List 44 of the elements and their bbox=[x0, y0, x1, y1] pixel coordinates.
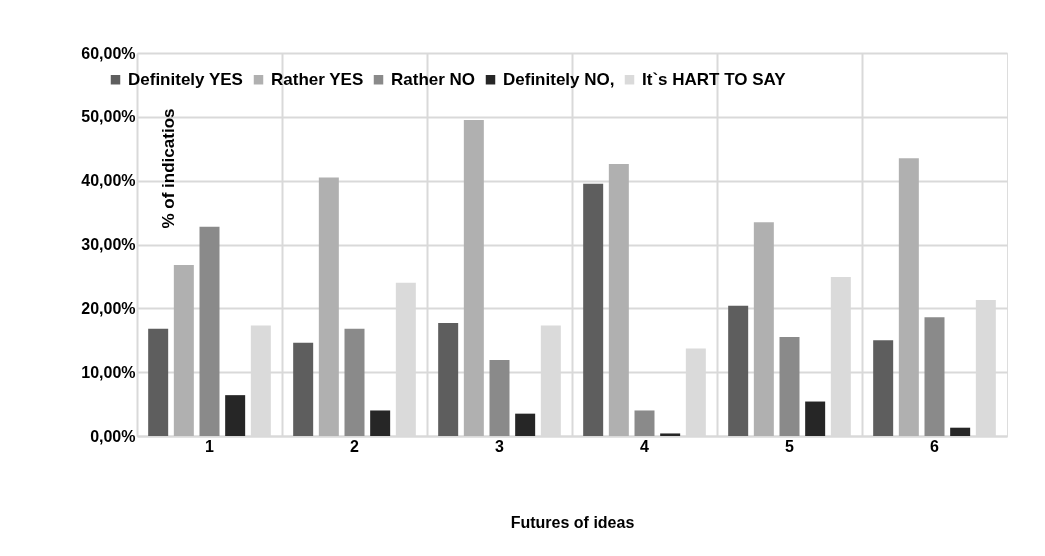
legend-label: It`s HART TO SAY bbox=[642, 69, 787, 89]
bar bbox=[634, 410, 655, 436]
bar bbox=[660, 433, 681, 436]
y-tick-label: 50,00% bbox=[81, 108, 136, 126]
bar bbox=[225, 395, 246, 436]
bar bbox=[370, 410, 391, 436]
x-tick-label: 6 bbox=[930, 437, 940, 455]
bar bbox=[344, 328, 365, 436]
y-tick-label: 20,00% bbox=[81, 299, 136, 317]
legend-label: Rather NO bbox=[391, 69, 476, 89]
bar bbox=[293, 342, 314, 436]
bar bbox=[199, 226, 220, 436]
bar bbox=[438, 323, 459, 436]
x-tick-label: 2 bbox=[350, 437, 360, 455]
bar bbox=[805, 401, 826, 436]
bar bbox=[583, 183, 604, 436]
legend-label: Definitely NO, bbox=[503, 69, 615, 89]
y-tick-label: 10,00% bbox=[81, 363, 136, 381]
legend-label: Definitely YES bbox=[128, 69, 243, 89]
legend-label: Rather YES bbox=[271, 69, 364, 89]
x-tick-label: 5 bbox=[785, 437, 795, 455]
x-tick-label: 1 bbox=[205, 437, 215, 455]
x-axis-title: Futures of ideas bbox=[510, 513, 635, 531]
y-tick-label: 0,00% bbox=[90, 427, 136, 445]
x-tick-label: 4 bbox=[640, 437, 650, 455]
bar bbox=[873, 340, 894, 436]
bar bbox=[608, 164, 629, 436]
bar bbox=[463, 120, 484, 436]
bar bbox=[489, 360, 510, 436]
bar bbox=[318, 177, 339, 436]
bar bbox=[779, 337, 800, 436]
bar bbox=[515, 413, 536, 436]
bar bbox=[753, 222, 774, 436]
bar bbox=[898, 158, 919, 436]
bar bbox=[728, 305, 749, 436]
y-tick-label: 30,00% bbox=[81, 236, 136, 253]
bar bbox=[173, 264, 194, 436]
bar bbox=[148, 328, 169, 436]
y-axis-title: % of indicatios bbox=[158, 108, 178, 229]
y-tick-label: 60,00% bbox=[81, 44, 136, 62]
bar bbox=[950, 427, 971, 436]
x-tick-label: 3 bbox=[495, 437, 505, 455]
bar bbox=[924, 317, 945, 436]
y-tick-label: 40,00% bbox=[81, 172, 136, 190]
